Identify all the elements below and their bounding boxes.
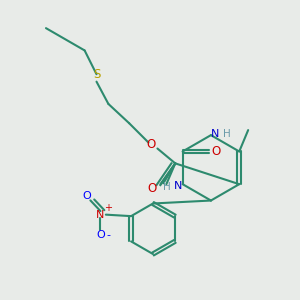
Text: N: N (174, 181, 182, 191)
Text: O: O (82, 191, 91, 201)
Text: H: H (163, 182, 171, 192)
Text: -: - (107, 230, 111, 240)
Text: N: N (96, 210, 105, 220)
Text: O: O (148, 182, 157, 194)
Text: +: + (104, 203, 112, 213)
Text: S: S (93, 68, 100, 81)
Text: H: H (223, 129, 230, 139)
Text: O: O (147, 138, 156, 151)
Text: N: N (211, 129, 220, 139)
Text: O: O (96, 230, 105, 240)
Text: O: O (211, 145, 220, 158)
